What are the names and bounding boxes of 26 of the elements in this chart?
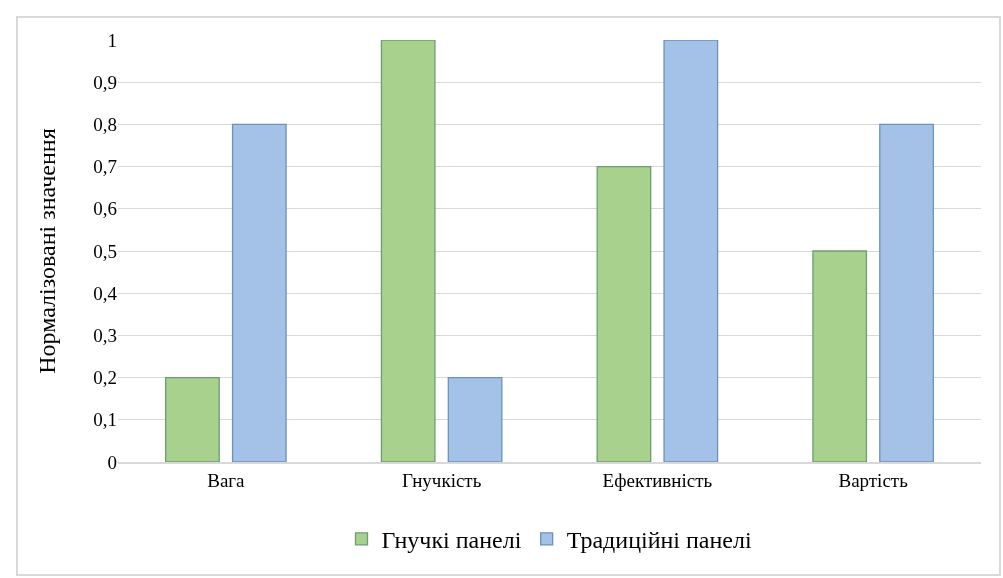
y-tick-label: 0 [107,451,117,473]
bar [812,250,868,462]
bar [447,376,503,462]
y-tick-label: 0,1 [93,409,117,431]
y-tick-label: 0,3 [93,325,117,347]
bar [380,40,436,462]
legend-label: Гнучкі панелі [381,527,522,554]
y-tick-label: 0,6 [93,198,117,220]
x-tick-label: Вартість [838,469,909,491]
bar [231,123,287,462]
x-tick-label: Гнучкість [401,469,482,491]
y-tick-label: 0,9 [93,71,117,93]
y-axis-title: Нормалізовані значення [34,128,61,374]
bar [663,40,719,462]
y-tick-label: 0,5 [93,240,117,262]
y-tick-label: 1 [107,29,117,51]
y-tick-label: 0,2 [93,367,117,389]
y-tick-label: 0,8 [93,114,117,136]
legend-label: Традиційні панелі [566,527,752,554]
x-tick-label: Вага [207,469,246,491]
bar [879,123,934,462]
y-tick-label: 0,4 [93,282,118,304]
y-tick-label: 0,7 [93,156,117,178]
bar [165,376,220,462]
x-tick-label: Ефективність [602,469,713,491]
bar [596,165,652,462]
